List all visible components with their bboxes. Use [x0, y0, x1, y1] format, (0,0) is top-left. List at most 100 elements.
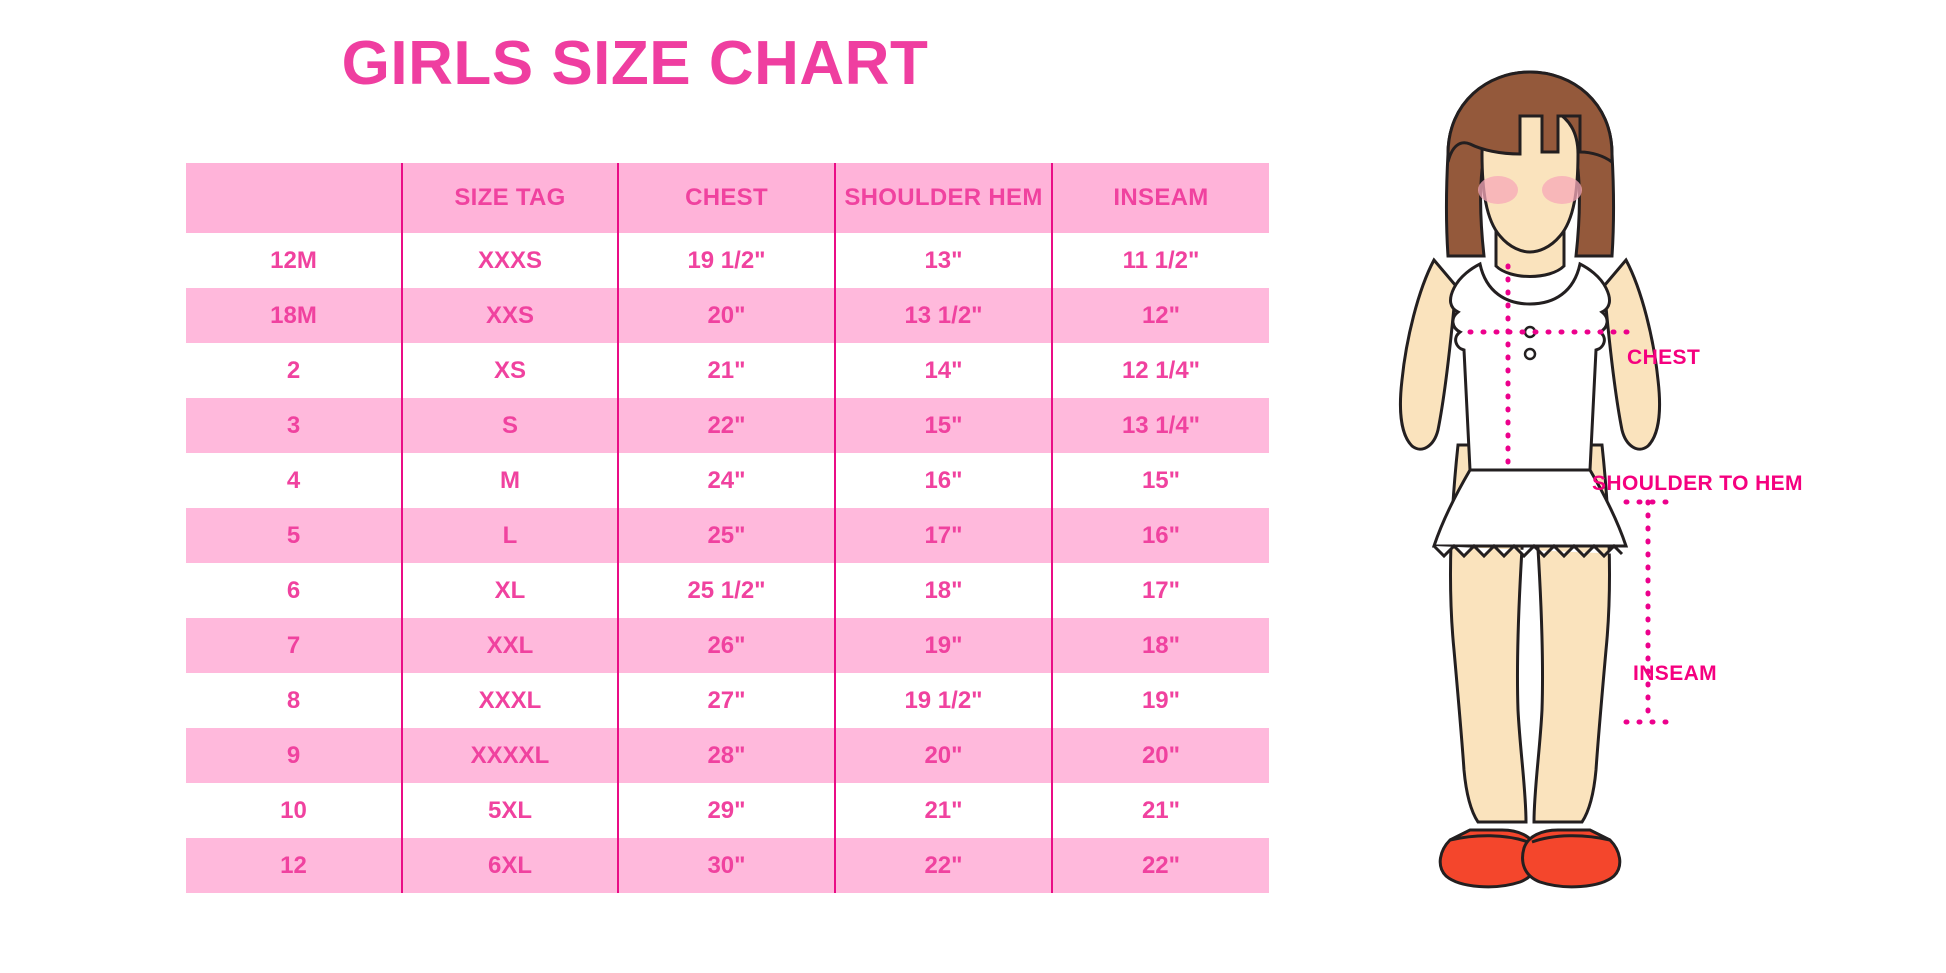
cell-shoulder-hem: 22": [835, 838, 1053, 893]
table-row: 10 5XL 29" 21" 21": [186, 783, 1269, 838]
cell-size-tag: M: [402, 453, 619, 508]
table-row: 6 XL 25 1/2" 18" 17": [186, 563, 1269, 618]
blouse: [1449, 261, 1611, 472]
cell-inseam: 16": [1052, 508, 1269, 563]
cell-size-tag: XL: [402, 563, 619, 618]
page-title: GIRLS SIZE CHART: [341, 29, 929, 98]
left-shoe-strap: [1449, 834, 1529, 844]
cell-size: 8: [186, 673, 403, 728]
size-chart-table: SIZE TAG CHEST SHOULDER HEM INSEAM 12M XX…: [186, 163, 1269, 893]
cell-inseam: 22": [1052, 838, 1269, 893]
left-blush: [1478, 176, 1518, 204]
cell-size-tag: S: [402, 398, 619, 453]
left-arm: [1398, 257, 1458, 451]
cell-size: 12M: [186, 233, 403, 288]
callout-shoulder-to-hem-label: SHOULDER TO HEM: [1592, 472, 1803, 495]
cell-shoulder-hem: 21": [835, 783, 1053, 838]
table-row: 12 6XL 30" 22" 22": [186, 838, 1269, 893]
arms-group: [1398, 257, 1662, 451]
cell-inseam: 15": [1052, 453, 1269, 508]
column-header-chest: CHEST: [618, 163, 836, 233]
cell-shoulder-hem: 13 1/2": [835, 288, 1053, 343]
cell-inseam: 20": [1052, 728, 1269, 783]
table-row: 9 XXXXL 28" 20" 20": [186, 728, 1269, 783]
cell-chest: 28": [618, 728, 836, 783]
cell-size: 5: [186, 508, 403, 563]
cell-inseam: 12": [1052, 288, 1269, 343]
column-header-inseam: INSEAM: [1052, 163, 1269, 233]
cell-shoulder-hem: 19": [835, 618, 1053, 673]
callout-chest-label: CHEST: [1627, 346, 1701, 369]
callout-inseam-label: INSEAM: [1633, 662, 1718, 685]
cell-size-tag: XXL: [402, 618, 619, 673]
table-row: 2 XS 21" 14" 12 1/4": [186, 343, 1269, 398]
cell-size: 10: [186, 783, 403, 838]
cell-size-tag: XS: [402, 343, 619, 398]
cell-inseam: 18": [1052, 618, 1269, 673]
column-header-size-tag: SIZE TAG: [402, 163, 619, 233]
cell-size-tag: 5XL: [402, 783, 619, 838]
cell-chest: 27": [618, 673, 836, 728]
cell-size-tag: XXXS: [402, 233, 619, 288]
cell-size: 2: [186, 343, 403, 398]
cell-inseam: 11 1/2": [1052, 233, 1269, 288]
cell-shoulder-hem: 20": [835, 728, 1053, 783]
table-header: SIZE TAG CHEST SHOULDER HEM INSEAM: [186, 163, 1269, 233]
right-blush: [1542, 176, 1582, 204]
cell-chest: 19 1/2": [618, 233, 836, 288]
measurement-guides: [1467, 263, 1669, 725]
cell-chest: 26": [618, 618, 836, 673]
cell-chest: 20": [618, 288, 836, 343]
column-header-size: [186, 163, 403, 233]
cell-size: 18M: [186, 288, 403, 343]
cell-inseam: 13 1/4": [1052, 398, 1269, 453]
cell-chest: 25 1/2": [618, 563, 836, 618]
cell-size: 7: [186, 618, 403, 673]
cell-shoulder-hem: 14": [835, 343, 1053, 398]
cell-chest: 24": [618, 453, 836, 508]
hair-bangs: [1446, 70, 1614, 165]
cell-inseam: 21": [1052, 783, 1269, 838]
table-row: 4 M 24" 16" 15": [186, 453, 1269, 508]
cell-size-tag: 6XL: [402, 838, 619, 893]
table-row: 5 L 25" 17" 16": [186, 508, 1269, 563]
left-shoe: [1438, 828, 1539, 889]
cell-size-tag: XXXL: [402, 673, 619, 728]
table-row: 8 XXXL 27" 19 1/2" 19": [186, 673, 1269, 728]
cell-size: 6: [186, 563, 403, 618]
table-row: 18M XXS 20" 13 1/2" 12": [186, 288, 1269, 343]
cell-chest: 22": [618, 398, 836, 453]
table-body: 12M XXXS 19 1/2" 13" 11 1/2" 18M XXS 20" 13 1/2"…: [186, 233, 1269, 893]
cell-shoulder-hem: 18": [835, 563, 1053, 618]
cell-inseam: 12 1/4": [1052, 343, 1269, 398]
cell-inseam: 19": [1052, 673, 1269, 728]
shoes-group: [1438, 828, 1622, 889]
skirt: [1431, 468, 1629, 548]
cell-size-tag: XXXXL: [402, 728, 619, 783]
right-shoe-strap: [1531, 834, 1611, 844]
cell-size: 9: [186, 728, 403, 783]
skirt-ruffle-hem: [1432, 543, 1624, 559]
right-shoe: [1521, 828, 1622, 889]
cell-size: 3: [186, 398, 403, 453]
cell-size-tag: XXS: [402, 288, 619, 343]
girl-illustration: [1330, 50, 1730, 930]
table-row: 7 XXL 26" 19" 18": [186, 618, 1269, 673]
girl-figure-svg: [1398, 70, 1669, 889]
cell-shoulder-hem: 15": [835, 398, 1053, 453]
button-bottom: [1523, 347, 1537, 361]
cell-chest: 29": [618, 783, 836, 838]
cell-shoulder-hem: 17": [835, 508, 1053, 563]
right-arm: [1602, 257, 1662, 451]
cell-chest: 30": [618, 838, 836, 893]
table-row: 3 S 22" 15" 13 1/4": [186, 398, 1269, 453]
cell-inseam: 17": [1052, 563, 1269, 618]
column-header-shoulder-hem: SHOULDER HEM: [835, 163, 1053, 233]
table-row: 12M XXXS 19 1/2" 13" 11 1/2": [186, 233, 1269, 288]
cell-chest: 21": [618, 343, 836, 398]
cell-size-tag: L: [402, 508, 619, 563]
cell-shoulder-hem: 13": [835, 233, 1053, 288]
cell-shoulder-hem: 19 1/2": [835, 673, 1053, 728]
cell-chest: 25": [618, 508, 836, 563]
cell-size: 4: [186, 453, 403, 508]
